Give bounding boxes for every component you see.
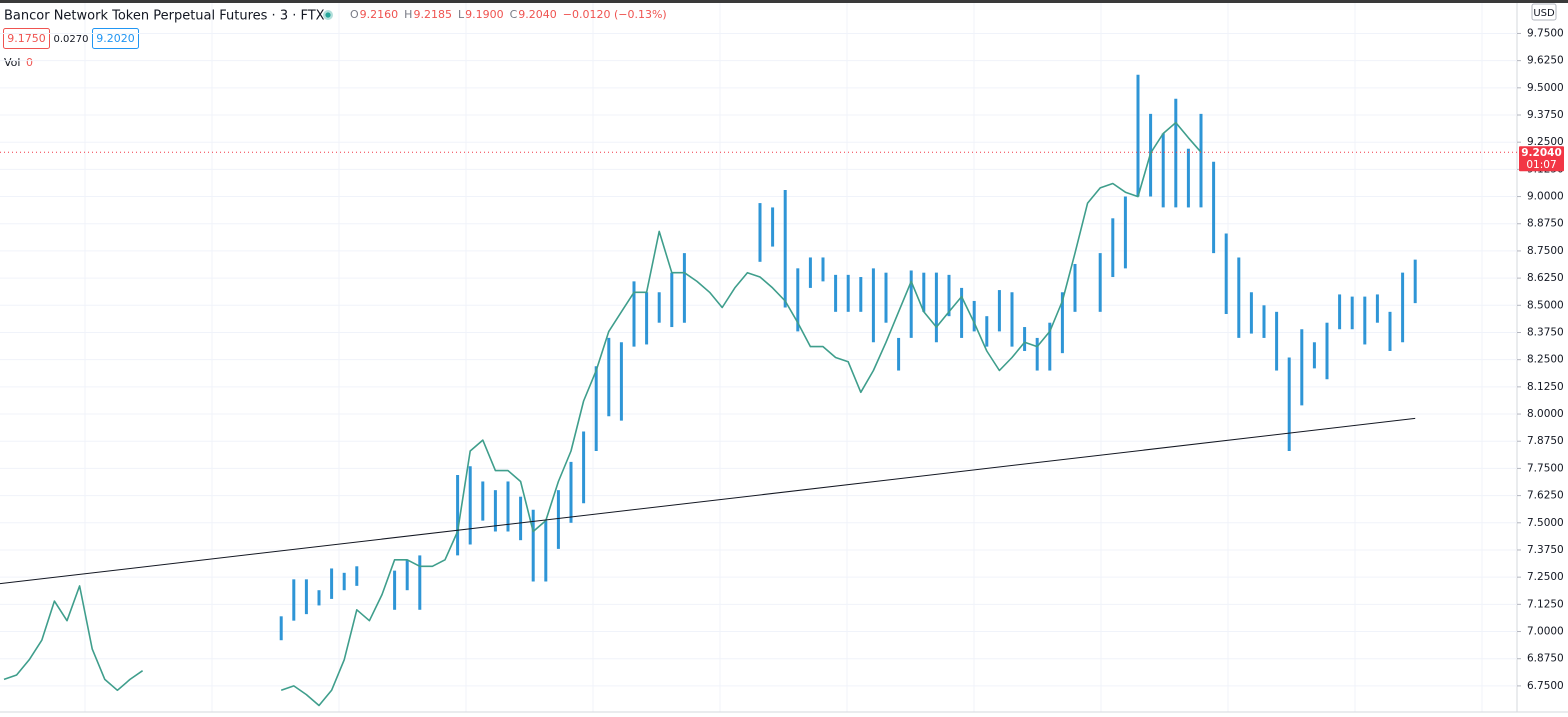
volume-value: 0 xyxy=(26,56,33,69)
top-bar xyxy=(0,0,1568,3)
y-tick-label: 7.6250 xyxy=(1527,490,1564,502)
ohlc-label: H xyxy=(404,8,412,21)
y-tick-label: 9.3750 xyxy=(1527,109,1564,121)
y-tick-label: 7.0000 xyxy=(1527,626,1564,638)
y-tick-label: 8.8750 xyxy=(1527,218,1564,230)
bid: 9.1750 xyxy=(7,32,46,45)
y-tick-label: 7.1250 xyxy=(1527,598,1564,610)
y-tick-label: 8.2500 xyxy=(1527,354,1564,366)
y-tick-label: 6.8750 xyxy=(1527,653,1564,665)
trendline xyxy=(0,417,1416,585)
y-tick-label: 9.0000 xyxy=(1527,191,1564,203)
last-price-label: 9.2040 xyxy=(1521,147,1562,159)
ohlc-label: O xyxy=(350,8,359,21)
y-tick-label: 7.7500 xyxy=(1527,462,1564,474)
y-tick-label: 7.3750 xyxy=(1527,544,1564,556)
spread: 0.0270 xyxy=(54,34,89,45)
y-tick-label: 6.7500 xyxy=(1527,680,1564,692)
title: Bancor Network Token Perpetual Futures ·… xyxy=(4,9,325,24)
countdown: 01:07 xyxy=(1526,159,1556,171)
y-tick-label: 8.0000 xyxy=(1527,408,1564,420)
ohlc: O 9.2160 H 9.2185 L 9.1900 C 9.2040 −0.0120 (−0.… xyxy=(350,8,667,21)
currency-box[interactable] xyxy=(1531,3,1557,21)
ohlc-label: L xyxy=(458,8,465,21)
y-tick-label: 9.7500 xyxy=(1527,27,1564,39)
y-tick-label: 9.5000 xyxy=(1527,82,1564,94)
ohlc-value: 9.1900 xyxy=(465,8,504,21)
y-tick-label: 8.6250 xyxy=(1527,272,1564,284)
y-tick-label: 8.1250 xyxy=(1527,381,1564,393)
y-tick-label: 8.3750 xyxy=(1527,326,1564,338)
currency: USD xyxy=(1533,8,1555,19)
vertical-grid xyxy=(84,3,1483,712)
ohlc-value: 9.2185 xyxy=(413,8,452,21)
last-price-box xyxy=(1519,146,1564,172)
y-tick-label: 7.8750 xyxy=(1527,435,1564,447)
y-tick-label: 8.7500 xyxy=(1527,245,1564,257)
y-tick-label: 9.2500 xyxy=(1527,136,1564,148)
y-tick-label: 7.5000 xyxy=(1527,517,1564,529)
ohlc-label: C xyxy=(510,8,518,21)
ohlc-value: 9.2040 xyxy=(518,8,557,21)
y-tick-label: 9.6250 xyxy=(1527,55,1564,67)
ask: 9.2020 xyxy=(96,32,135,45)
volume-label: Vol xyxy=(4,56,20,69)
price-line xyxy=(3,121,1202,707)
ohlc-value: −0.0120 (−0.13%) xyxy=(563,8,667,21)
ohlc-value: 9.2160 xyxy=(360,8,399,21)
y-tick-label: 7.2500 xyxy=(1527,571,1564,583)
y-tick-label: 8.5000 xyxy=(1527,299,1564,311)
status-dot xyxy=(325,12,331,18)
